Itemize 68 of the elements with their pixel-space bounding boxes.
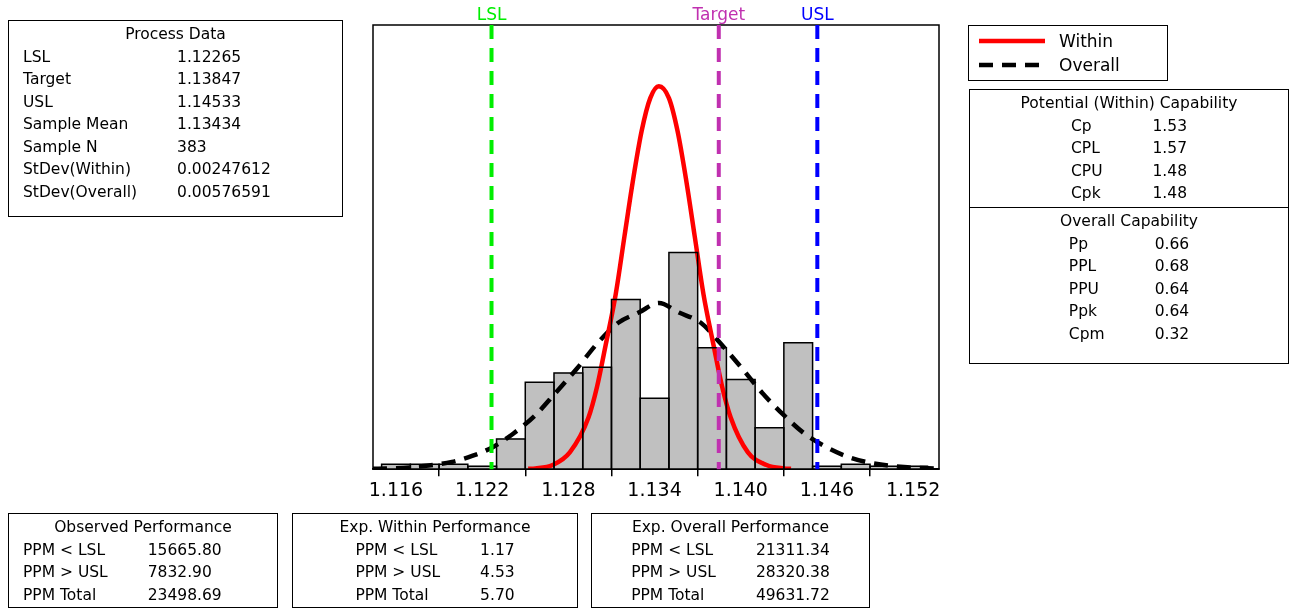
text: 23498.69	[147, 584, 222, 606]
text: 5.70	[480, 584, 515, 606]
text: PPM Total	[23, 584, 98, 606]
x-tick-label: 1.128	[541, 477, 596, 500]
text: 0.00576591	[177, 181, 271, 203]
text: Overall Capability	[1059, 211, 1199, 232]
text: Cpm	[1068, 323, 1105, 345]
text: 1.14533	[177, 91, 243, 113]
text: 383	[177, 136, 208, 158]
text: 0.64	[1154, 301, 1190, 322]
ref-line-label: LSL	[476, 3, 507, 24]
ref-line-label: Target	[691, 3, 746, 24]
text: 0.00247612	[177, 159, 271, 180]
text: CPU	[1070, 160, 1103, 182]
x-tick-label: 1.152	[885, 477, 941, 500]
text: 49631.72	[755, 584, 830, 606]
legend-label: Overall	[1059, 55, 1120, 75]
text: StDev(Overall)	[23, 181, 138, 203]
text: PPM < LSL	[631, 539, 715, 561]
text: USL	[23, 91, 54, 113]
text: Ppk	[1068, 301, 1099, 322]
x-tick-label: 1.140	[713, 477, 768, 500]
text: LSL	[23, 46, 52, 68]
text: Observed Performance	[53, 517, 233, 538]
text: Sample Mean	[23, 114, 130, 135]
text: PPM < LSL	[355, 539, 439, 561]
legend-label: Within	[1059, 31, 1114, 51]
text: Pp	[1068, 233, 1090, 255]
text: PPU	[1068, 278, 1100, 300]
text: PPM Total	[355, 584, 430, 606]
text: Cpk	[1070, 183, 1102, 204]
text: 0.32	[1154, 323, 1190, 345]
text: 1.17	[480, 539, 515, 561]
text: Process Data	[124, 24, 227, 45]
text: Sample N	[23, 136, 99, 158]
text: Cp	[1070, 115, 1093, 137]
x-tick-label: 1.134	[627, 477, 682, 500]
text: 1.48	[1152, 160, 1188, 182]
text: 1.48	[1152, 183, 1188, 204]
text: CPL	[1070, 138, 1101, 159]
text: 28320.38	[755, 562, 830, 583]
x-tick-label: 1.146	[799, 477, 855, 500]
text: 1.57	[1152, 138, 1188, 159]
text: Target	[23, 69, 72, 90]
text: PPL	[1068, 256, 1098, 277]
text: 4.53	[480, 562, 515, 583]
text: PPM > USL	[23, 562, 108, 583]
text: 0.64	[1154, 278, 1190, 300]
text: Potential (Within) Capability	[1019, 93, 1239, 114]
text: PPM Total	[631, 584, 706, 606]
text: Exp. Overall Performance	[630, 517, 831, 538]
x-tick-label: 1.116	[368, 477, 424, 500]
ref-line-label: USL	[800, 3, 835, 24]
text: 15665.80	[147, 539, 222, 561]
text: 0.68	[1154, 256, 1190, 277]
text: PPM > USL	[631, 562, 716, 583]
text: StDev(Within)	[23, 159, 132, 180]
text: PPM > USL	[355, 562, 441, 583]
text: PPM < LSL	[23, 539, 107, 561]
text: 1.53	[1152, 115, 1188, 137]
text: 1.13847	[177, 69, 243, 90]
text: 7832.90	[147, 562, 213, 583]
text: 1.12265	[177, 46, 243, 68]
x-tick-label: 1.122	[454, 477, 510, 500]
text: Exp. Within Performance	[338, 517, 532, 538]
text: 21311.34	[755, 539, 830, 561]
text: 0.66	[1154, 233, 1190, 255]
text: 1.13434	[177, 114, 243, 135]
